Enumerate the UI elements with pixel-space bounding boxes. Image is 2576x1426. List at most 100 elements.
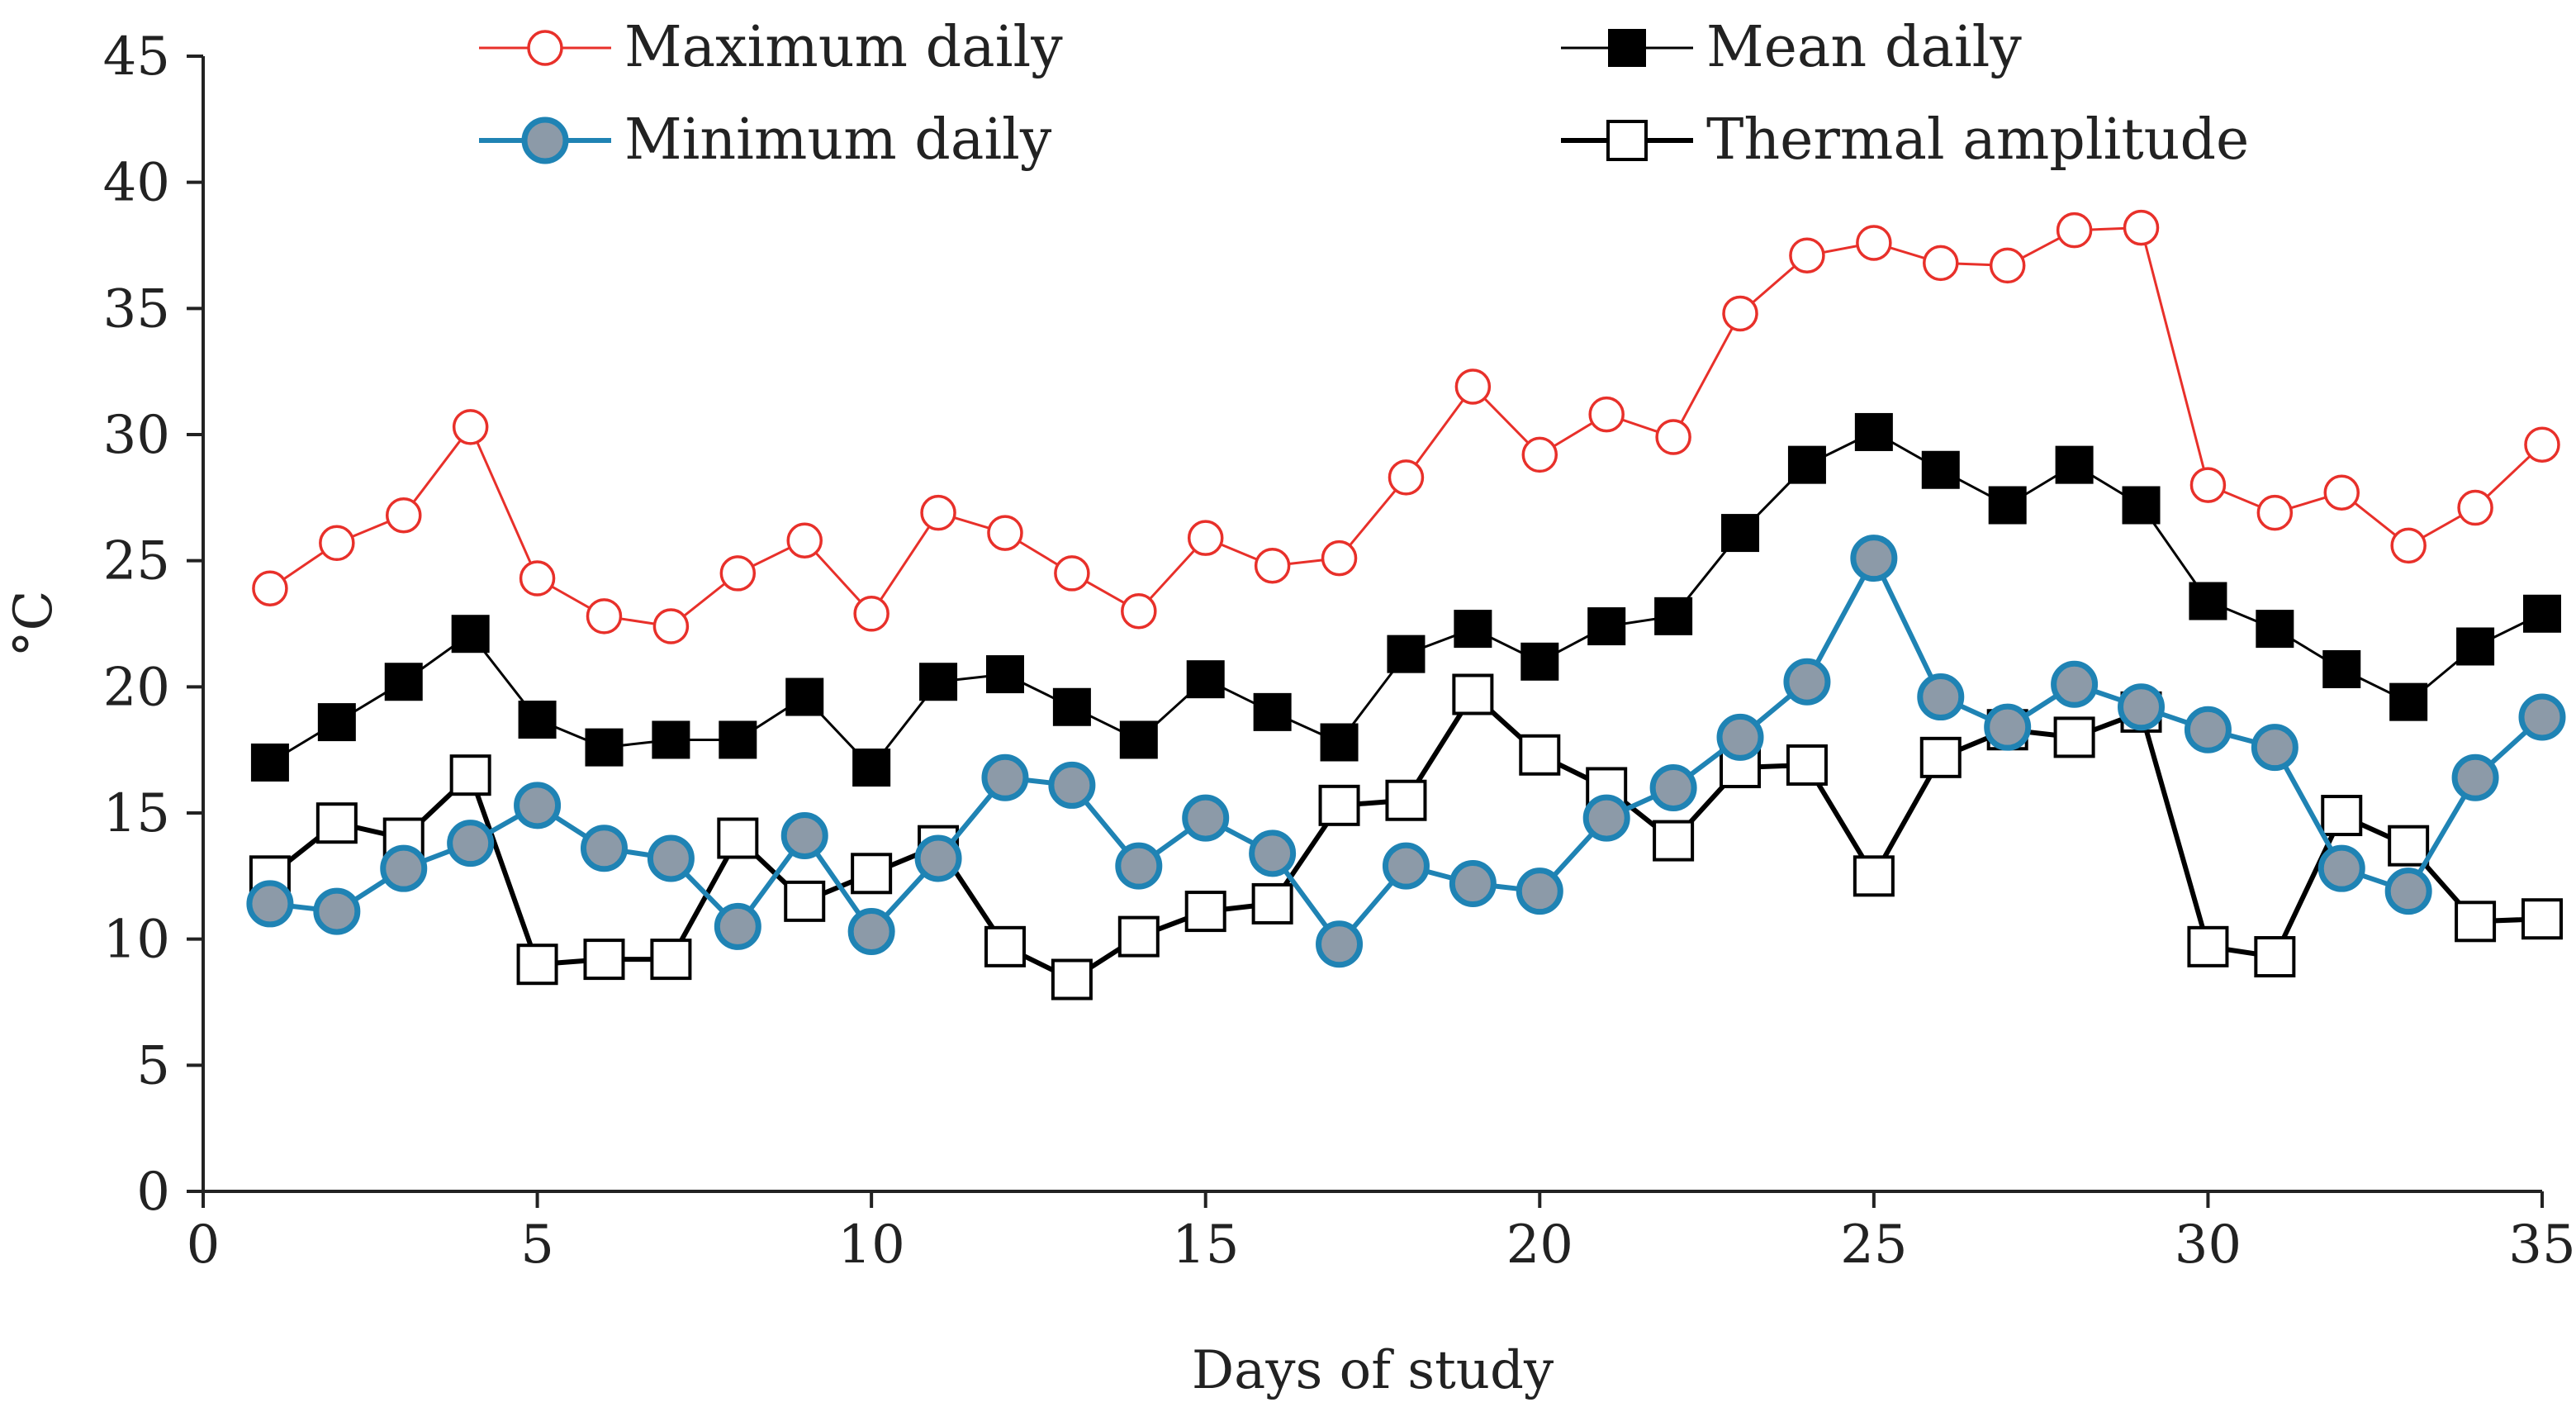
data-point-minimum-daily [580, 825, 628, 872]
data-point-maximum-daily [1121, 592, 1157, 630]
data-point-thermal-amplitude [2521, 898, 2563, 940]
series-layer [246, 209, 2566, 1001]
data-point-mean-daily [719, 720, 757, 759]
data-point-thermal-amplitude [650, 939, 692, 981]
data-point-mean-daily [384, 663, 423, 701]
data-point-mean-daily [2055, 445, 2094, 484]
data-point-maximum-daily [1789, 237, 1825, 273]
data-point-maximum-daily [2390, 527, 2427, 564]
data-point-minimum-daily [2251, 724, 2298, 772]
legend-entry-maximum-daily: Maximum daily [479, 15, 1063, 80]
data-point-thermal-amplitude [2254, 936, 2296, 978]
data-point-thermal-amplitude [2455, 901, 2497, 943]
data-point-mean-daily [2389, 682, 2428, 721]
data-point-maximum-daily [252, 570, 288, 607]
data-point-minimum-daily [313, 887, 361, 935]
data-point-thermal-amplitude [784, 880, 826, 922]
data-point-thermal-amplitude [1853, 855, 1895, 897]
legend-label: Minimum daily [624, 107, 1052, 173]
series-line-maximum-daily [269, 226, 2544, 628]
data-point-thermal-amplitude [1251, 882, 1293, 925]
data-point-thermal-amplitude [315, 802, 358, 844]
data-point-mean-daily [1119, 720, 1158, 759]
data-point-minimum-daily [1382, 842, 1430, 890]
series-minimum-daily [246, 535, 2566, 968]
y-ticks: 0 5 10 15 20 25 30 35 40 45 [103, 26, 203, 1223]
legend-marker-thermal-amplitude [1606, 120, 1648, 161]
y-tick-label: 15 [103, 783, 170, 844]
data-point-maximum-daily [1454, 368, 1492, 405]
data-point-mean-daily [919, 663, 958, 701]
axes: 0 5 10 15 20 25 30 35 0 5 10 15 20 25 30 35 40 45 Days o… [3, 26, 2576, 1401]
data-point-mean-daily [585, 728, 624, 767]
data-point-minimum-daily [1783, 658, 1831, 706]
data-point-mean-daily [985, 655, 1024, 694]
data-point-thermal-amplitude [449, 754, 491, 796]
data-point-maximum-daily [1655, 419, 1691, 455]
data-point-mean-daily [1387, 635, 1426, 673]
data-point-mean-daily [1854, 412, 1893, 451]
data-point-thermal-amplitude [2321, 795, 2363, 837]
data-point-maximum-daily [1388, 459, 1425, 496]
data-point-minimum-daily [246, 880, 294, 928]
data-point-minimum-daily [380, 844, 428, 892]
x-tick-label: 15 [1172, 1214, 1239, 1276]
data-point-thermal-amplitude [2187, 925, 2229, 967]
data-point-minimum-daily [447, 820, 495, 867]
legend-label: Mean daily [1706, 15, 2022, 80]
data-point-thermal-amplitude [1184, 891, 1226, 933]
x-tick-label: 0 [187, 1214, 221, 1276]
data-point-minimum-daily [981, 753, 1029, 801]
data-point-minimum-daily [1984, 703, 2032, 751]
data-point-mean-daily [250, 743, 289, 782]
data-point-mean-daily [785, 677, 824, 716]
data-point-thermal-amplitude [1385, 779, 1427, 821]
y-tick-label: 35 [103, 278, 170, 340]
data-point-thermal-amplitude [516, 944, 558, 986]
data-point-maximum-daily [319, 525, 355, 562]
data-point-mean-daily [2189, 582, 2227, 620]
data-point-minimum-daily [1182, 794, 1230, 842]
data-point-maximum-daily [1923, 245, 1959, 282]
data-point-thermal-amplitude [1051, 958, 1093, 1001]
data-point-maximum-daily [2457, 489, 2493, 526]
legend-entry-minimum-daily: Minimum daily [479, 107, 1052, 173]
data-point-mean-daily [1587, 607, 1626, 646]
x-tick-label: 10 [837, 1214, 904, 1276]
series-mean-daily [250, 412, 2561, 787]
data-point-minimum-daily [2051, 660, 2099, 708]
data-point-minimum-daily [714, 902, 761, 950]
data-point-maximum-daily [2256, 494, 2294, 531]
data-point-thermal-amplitude [1318, 784, 1360, 826]
data-point-maximum-daily [1856, 225, 1892, 261]
data-point-mean-daily [2256, 610, 2294, 649]
data-point-maximum-daily [385, 497, 422, 534]
data-point-maximum-daily [853, 596, 890, 632]
data-point-maximum-daily [452, 409, 489, 445]
x-tick-label: 5 [520, 1214, 554, 1276]
legend-marker-minimum-daily [521, 116, 569, 164]
y-tick-label: 20 [103, 657, 170, 718]
data-point-maximum-daily [1187, 520, 1224, 556]
legend: Maximum daily Mean daily Minimum daily Ther… [479, 15, 2249, 173]
data-point-minimum-daily [2118, 683, 2166, 731]
data-point-minimum-daily [2384, 867, 2432, 915]
x-axis-label: Days of study [1192, 1340, 1554, 1401]
data-point-minimum-daily [1917, 673, 1965, 721]
data-point-thermal-amplitude [851, 853, 893, 895]
data-point-maximum-daily [2524, 426, 2560, 463]
data-point-mean-daily [1787, 445, 1826, 484]
data-point-mean-daily [317, 703, 356, 742]
data-point-mean-daily [2456, 627, 2495, 666]
x-tick-label: 20 [1506, 1214, 1573, 1276]
data-point-thermal-amplitude [1519, 734, 1561, 776]
data-point-thermal-amplitude [1452, 673, 1494, 715]
y-tick-label: 40 [103, 153, 170, 214]
data-point-mean-daily [1320, 723, 1359, 762]
data-point-mean-daily [451, 615, 490, 654]
data-point-mean-daily [1721, 514, 1760, 553]
data-point-thermal-amplitude [1653, 820, 1695, 862]
data-point-thermal-amplitude [2388, 825, 2430, 867]
